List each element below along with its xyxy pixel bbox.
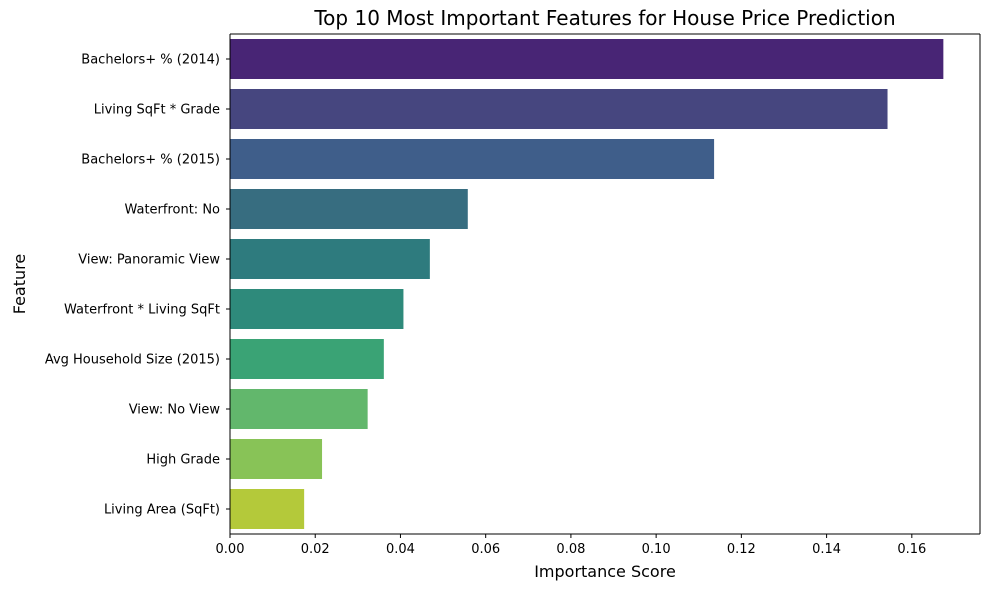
x-tick-label: 0.12	[727, 542, 756, 557]
x-tick-label: 0.04	[386, 542, 415, 557]
bar-1	[230, 39, 944, 79]
x-tick-label: 0.00	[216, 542, 245, 557]
bar-4	[230, 189, 468, 229]
x-tick-label: 0.02	[301, 542, 330, 557]
y-tick-label: Avg Household Size (2015)	[45, 353, 220, 368]
bar-6	[230, 289, 404, 329]
y-tick-label: Living SqFt * Grade	[94, 103, 220, 118]
x-tick-label: 0.14	[812, 542, 841, 557]
bar-10	[230, 489, 305, 529]
y-tick-label: Waterfront * Living SqFt	[64, 303, 220, 318]
bar-5	[230, 239, 430, 279]
x-tick-label: 0.10	[642, 542, 671, 557]
y-tick-label: High Grade	[146, 453, 220, 468]
bar-8	[230, 389, 368, 429]
bar-9	[230, 439, 323, 479]
y-tick-label: Living Area (SqFt)	[104, 503, 220, 518]
y-tick-label: Waterfront: No	[124, 203, 220, 218]
bars-group	[230, 39, 944, 529]
x-ticks-group: 0.00 0.02 0.04 0.06 0.08 0.10 0.12 0.14 0.16	[216, 534, 926, 557]
x-tick-label: 0.08	[556, 542, 585, 557]
y-tick-label: Bachelors+ % (2015)	[81, 153, 220, 168]
y-tick-label: View: No View	[129, 403, 221, 418]
bar-7	[230, 339, 384, 379]
x-axis-label: Importance Score	[534, 562, 676, 581]
chart-title: Top 10 Most Important Features for House…	[313, 6, 895, 30]
y-axis-label: Feature	[10, 254, 29, 314]
y-tick-label: View: Panoramic View	[78, 253, 220, 268]
y-tick-label: Bachelors+ % (2014)	[81, 53, 220, 68]
y-ticks-group: Bachelors+ % (2014) Living SqFt * Grade Ba…	[45, 53, 230, 518]
bar-2	[230, 89, 888, 129]
x-tick-label: 0.16	[897, 542, 926, 557]
bar-3	[230, 139, 715, 179]
x-tick-label: 0.06	[471, 542, 500, 557]
